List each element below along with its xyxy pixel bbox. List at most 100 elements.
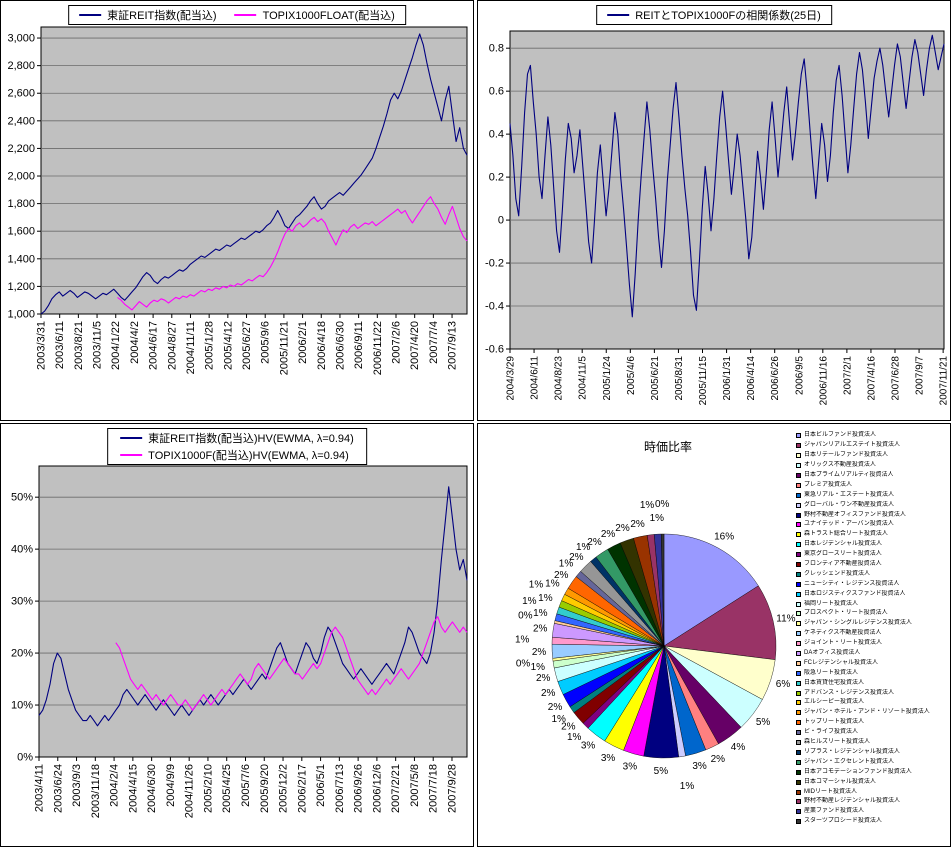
- pie-legend-item: 東急リアル・エステート投資法人: [796, 490, 948, 500]
- pie-legend-label: プロスペクト・リート投資法人: [804, 610, 888, 617]
- x-tick-label: 2005/9/6: [260, 321, 272, 364]
- legend-swatch-icon: [796, 611, 801, 617]
- pie-legend-label: DAオフィス投資法人: [804, 650, 861, 657]
- pie-legend-label: トップリート投資法人: [804, 719, 865, 726]
- plot-area: [38, 465, 468, 758]
- pie-legend-label: フロンティア不動産投資法人: [804, 561, 882, 568]
- legend-swatch-icon: [796, 542, 801, 548]
- pie-legend-label: 野村不動産レジデンシャル投資法人: [804, 798, 901, 805]
- y-tick-label: 20%: [11, 648, 33, 660]
- legend-swatch-icon: [796, 779, 801, 785]
- pie-slice-label: 2%: [561, 721, 576, 732]
- y-tick-label: -0.4: [485, 301, 504, 313]
- pie-legend-label: ジャパンリアルエステイト投資法人: [804, 442, 900, 449]
- y-tick-label: 2,000: [7, 171, 35, 183]
- x-tick-label: 2003/11/5: [92, 321, 104, 369]
- x-tick-label: 2003/4/11: [34, 764, 46, 812]
- pie-slice: [663, 585, 777, 660]
- x-tick-label: 2007/2/21: [390, 764, 402, 813]
- legend-swatch-icon: [796, 482, 801, 488]
- x-tick-label: 2005/1/24: [602, 356, 613, 401]
- y-tick-label: 30%: [11, 596, 33, 608]
- x-tick-label: 2007/7/18: [428, 764, 440, 813]
- legend-swatch-icon: [796, 720, 801, 726]
- pie-legend-item: MIDリート投資法人: [796, 787, 948, 797]
- legend-swatch-icon: [796, 502, 801, 508]
- pie-legend-label: 日本ビルファンド投資法人: [804, 432, 877, 439]
- legend-swatch-icon: [796, 740, 801, 746]
- x-tick-label: 2003/8/21: [73, 321, 85, 370]
- line-key-icon: [79, 14, 102, 16]
- x-tick-label: 2005/4/6: [626, 356, 637, 395]
- legend-item: 東証REIT指数(配当込): [79, 7, 217, 23]
- x-tick-label: 2004/11/11: [185, 321, 197, 374]
- pie-legend-label: 阪急リート投資法人: [804, 669, 859, 676]
- legend-swatch-icon: [796, 621, 801, 627]
- pie-legend-item: FCレジデンシャル投資法人: [796, 658, 948, 668]
- line-key-icon: [120, 454, 143, 456]
- pie-legend-item: 日本レジデンシャル投資法人: [796, 540, 948, 550]
- pie-slice-label: 1%: [680, 781, 695, 792]
- legend-swatch-icon: [796, 433, 801, 439]
- x-tick-label: 2006/9/26: [353, 764, 365, 813]
- series-line: [509, 34, 945, 318]
- pie-legend-label: 日本プライムリアルティ投資法人: [804, 472, 894, 478]
- pie-legend-item: 日本リテールファンド投資法人: [796, 451, 948, 461]
- x-tick-label: 2006/6/26: [770, 356, 781, 401]
- pie-slice-label: 2%: [554, 570, 569, 581]
- legend-item: REITとTOPIX1000Fの相関係数(25日): [607, 7, 821, 23]
- legend-swatch-icon: [796, 680, 801, 686]
- pie-slice-label: 2%: [615, 523, 630, 534]
- pie-slice-label: 1%: [640, 500, 655, 511]
- market-cap-pie-plot: 16%11%6%5%4%2%3%1%5%3%3%3%1%2%1%2%2%2%1%…: [515, 499, 796, 792]
- pie-legend-label: 福岡リート投資法人: [804, 600, 859, 607]
- pie-slice-label: 5%: [756, 717, 771, 728]
- pie-legend-item: 森ヒルズリート投資法人: [796, 738, 948, 748]
- pie-slice-label: 2%: [541, 688, 556, 699]
- pie-slice: [663, 533, 759, 647]
- legend-item: 東証REIT指数(配当込)HV(EWMA, λ=0.94): [120, 430, 354, 446]
- pie-legend-item: 野村不動産オフィスファンド投資法人: [796, 510, 948, 520]
- plot-area: [40, 26, 468, 315]
- x-tick-label: 2007/6/28: [891, 356, 902, 401]
- pie-slice-label: 0%: [655, 499, 670, 510]
- pie-legend-item: ユナイテッド・アーバン投資法人: [796, 520, 948, 530]
- x-tick-label: 2007/11/21: [939, 356, 950, 406]
- x-tick-label: 2007/4/20: [409, 321, 421, 370]
- x-tick-label: 2005/7/6: [240, 764, 252, 807]
- pie-slice-label: 11%: [776, 613, 795, 624]
- y-tick-label: 2,400: [7, 115, 35, 127]
- y-tick-label: 0.8: [489, 43, 504, 55]
- pie-slice-label: 3%: [692, 761, 707, 772]
- x-tick-label: 2006/5/1: [315, 764, 327, 807]
- pie-legend-label: ビ・ライフ投資法人: [804, 729, 859, 736]
- x-tick-label: 2003/9/3: [71, 764, 83, 807]
- y-tick-label: 50%: [11, 492, 33, 504]
- legend-swatch-icon: [796, 730, 801, 736]
- y-tick-label: 0.6: [489, 86, 504, 98]
- x-tick-label: 2004/8/23: [554, 356, 565, 401]
- pie-legend-item: 野村不動産レジデンシャル投資法人: [796, 797, 948, 807]
- pie-legend-label: 日本レジデンシャル投資法人: [804, 541, 883, 548]
- pie-slice-label: 1%: [551, 714, 566, 725]
- x-tick-label: 2006/4/18: [316, 321, 328, 370]
- legend-swatch-icon: [796, 769, 801, 775]
- pie-legend-label: アドバンス・レジデンス投資法人: [804, 689, 895, 696]
- pie-legend-item: グローバル・ワン不動産投資法人: [796, 500, 948, 510]
- pie-slice-label: 2%: [587, 537, 602, 548]
- pie-legend-label: ジョイント・リート投資法人: [804, 640, 883, 647]
- legend-swatch-icon: [796, 463, 801, 469]
- pie-legend-label: ユナイテッド・アーバン投資法人: [804, 521, 894, 528]
- pie-legend-item: ジャパン・エクセレント投資法人: [796, 757, 948, 767]
- pie-slice-label: 6%: [776, 679, 791, 690]
- pie-legend-label: リプラス・レジデンシャル投資法人: [804, 748, 900, 755]
- pie-legend-item: フロンティア不動産投資法人: [796, 560, 948, 570]
- pie-slice-label: 2%: [569, 552, 584, 563]
- pie-legend-item: 日本プライムリアルティ投資法人: [796, 471, 948, 481]
- pie-slice-label: 1%: [538, 593, 553, 604]
- pie-legend-item: 福岡リート投資法人: [796, 599, 948, 609]
- pie-legend-label: 森トラスト総合リート投資法人: [804, 531, 888, 538]
- legend-swatch-icon: [796, 532, 801, 538]
- line-key-icon: [120, 437, 143, 439]
